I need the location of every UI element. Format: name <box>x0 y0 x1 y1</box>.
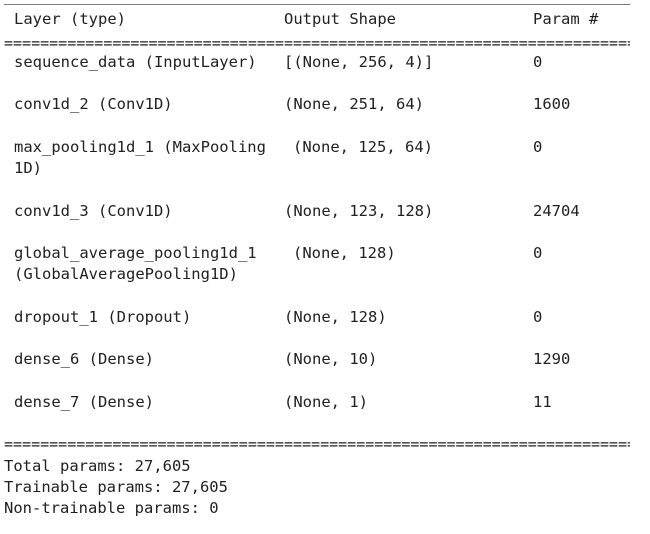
table-row-layer: max_pooling1d_1 (MaxPooling <box>14 138 266 156</box>
table-row-shape: (None, 128) <box>284 308 387 326</box>
header-separator: ========================================… <box>4 36 630 50</box>
footer-separator: ========================================… <box>4 437 630 451</box>
table-row-shape: (None, 125, 64) <box>293 138 433 156</box>
table-row-shape: [(None, 256, 4)] <box>284 53 434 71</box>
header-output-shape: Output Shape <box>284 10 396 28</box>
header-param-count: Param # <box>533 10 599 28</box>
table-row-shape: (None, 1) <box>284 393 368 411</box>
table-row-shape: (None, 251, 64) <box>284 95 424 113</box>
table-row-shape: (None, 10) <box>284 350 378 368</box>
table-row-layer: dense_7 (Dense) <box>14 393 154 411</box>
table-row-shape: (None, 123, 128) <box>284 202 434 220</box>
trainable-params: Trainable params: 27,605 <box>4 478 228 496</box>
non-trainable-params: Non-trainable params: 0 <box>4 499 219 517</box>
table-row-layer: dropout_1 (Dropout) <box>14 308 192 326</box>
table-row-layer: global_average_pooling1d_1 <box>14 244 257 262</box>
table-row-shape: (None, 128) <box>293 244 396 262</box>
table-row-layer: dense_6 (Dense) <box>14 350 154 368</box>
table-row-param: 11 <box>533 393 552 411</box>
table-row-param: 0 <box>533 138 543 156</box>
table-row-param: 1290 <box>533 350 571 368</box>
total-params: Total params: 27,605 <box>4 457 191 475</box>
table-row-layer: conv1d_3 (Conv1D) <box>14 202 173 220</box>
table-row-param: 0 <box>533 244 543 262</box>
table-row-layer-continued: (GlobalAveragePooling1D) <box>14 265 238 283</box>
top-divider <box>4 4 630 5</box>
table-row-param: 1600 <box>533 95 571 113</box>
table-row-param: 0 <box>533 53 543 71</box>
table-row-layer-continued: 1D) <box>14 159 42 177</box>
table-row-layer: conv1d_2 (Conv1D) <box>14 95 173 113</box>
table-row-layer: sequence_data (InputLayer) <box>14 53 257 71</box>
header-layer-type: Layer (type) <box>14 10 126 28</box>
table-row-param: 24704 <box>533 202 580 220</box>
table-row-param: 0 <box>533 308 543 326</box>
